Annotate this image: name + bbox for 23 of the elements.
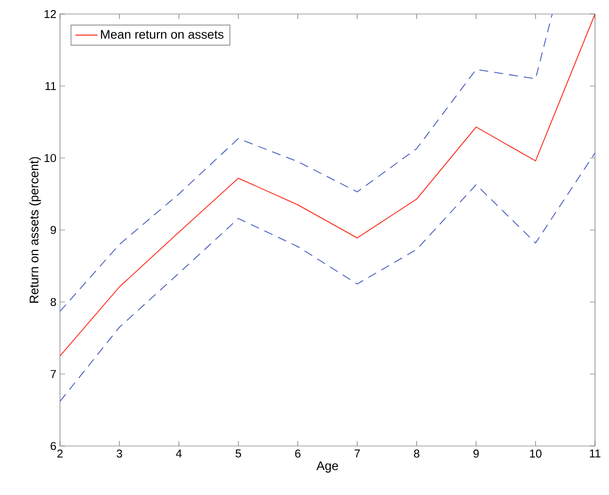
y-tick-label: 10 xyxy=(44,154,56,162)
x-tick-label: 8 xyxy=(414,450,420,458)
y-axis-title: Return on assets (percent) xyxy=(29,157,41,303)
x-tick-label: 3 xyxy=(116,450,122,458)
y-tick-label: 7 xyxy=(50,370,56,378)
x-tick-label: 9 xyxy=(473,450,479,458)
x-tick-label: 4 xyxy=(176,450,182,458)
x-tick-label: 2 xyxy=(57,450,63,458)
x-tick-label: 6 xyxy=(295,450,300,458)
line-series xyxy=(60,14,553,312)
legend-label: Mean return on assets xyxy=(101,30,224,39)
line-series xyxy=(60,14,595,356)
y-tick-label: 8 xyxy=(50,298,56,306)
y-tick-label: 9 xyxy=(50,226,56,234)
y-tick-label: 6 xyxy=(50,442,56,450)
y-tick-label: 11 xyxy=(45,82,56,90)
x-axis-title: Age xyxy=(316,461,338,473)
x-tick-label: 11 xyxy=(590,450,600,458)
x-tick-label: 5 xyxy=(236,450,242,458)
y-tick-label: 12 xyxy=(44,10,56,18)
line-series xyxy=(60,152,595,402)
x-tick-label: 10 xyxy=(530,450,542,458)
x-tick-label: 7 xyxy=(354,450,360,458)
